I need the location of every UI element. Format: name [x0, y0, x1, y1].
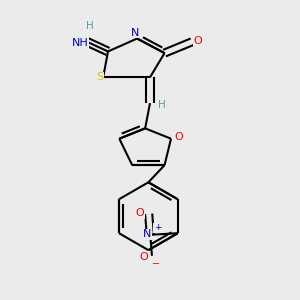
Text: O: O — [140, 252, 148, 262]
Text: N: N — [143, 229, 151, 239]
Text: N: N — [131, 28, 140, 38]
Text: O: O — [175, 132, 184, 142]
Text: −: − — [152, 259, 160, 269]
Text: H: H — [158, 100, 166, 110]
Text: H: H — [86, 21, 94, 31]
Text: O: O — [135, 208, 144, 218]
Text: S: S — [96, 72, 103, 82]
Text: NH: NH — [72, 38, 89, 48]
Text: +: + — [154, 223, 161, 232]
Text: O: O — [194, 36, 202, 46]
